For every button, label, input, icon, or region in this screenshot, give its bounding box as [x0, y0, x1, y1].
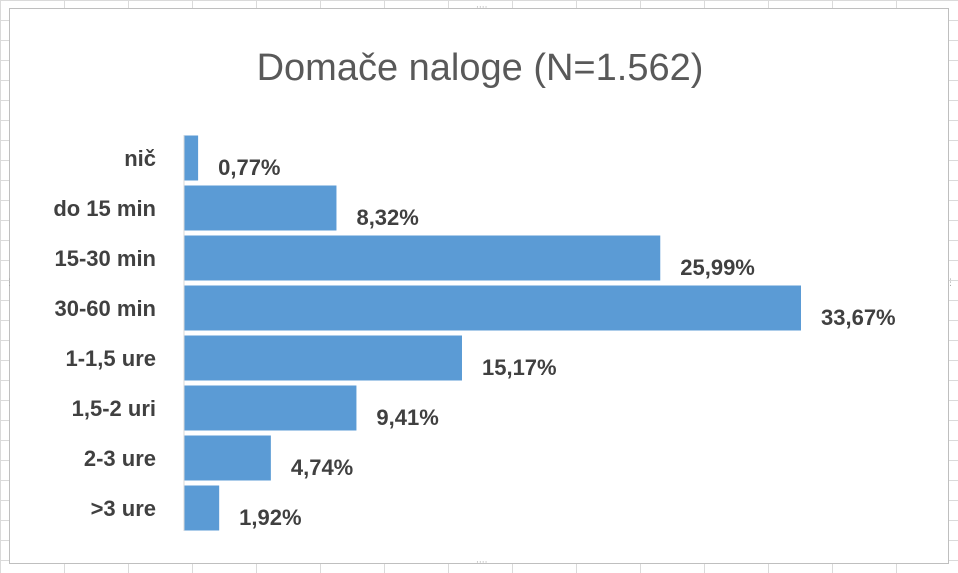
resize-handle-bottom[interactable]: ···· — [476, 558, 488, 568]
category-label-4: 1-1,5 ure — [66, 346, 157, 371]
bar-5[interactable] — [184, 385, 357, 431]
data-label-6: 4,74% — [291, 455, 353, 480]
bar-2[interactable] — [184, 235, 661, 281]
resize-handle-right[interactable]: ⋮ — [946, 278, 955, 288]
category-label-5: 1,5-2 uri — [72, 396, 156, 421]
category-label-1: do 15 min — [53, 196, 156, 221]
category-label-3: 30-60 min — [55, 296, 157, 321]
category-labels-group: nič do 15 min 15-30 min 30-60 min 1-1,5 ure 1… — [53, 146, 156, 521]
bar-chart-svg: nič do 15 min 15-30 min 30-60 min 1-1,5 ure 1… — [53, 135, 896, 531]
chart-title: Domače naloge (N=1.562) — [256, 47, 704, 89]
resize-handle-left[interactable]: ⋮ — [5, 278, 14, 288]
data-label-7: 1,92% — [239, 505, 301, 530]
bar-6[interactable] — [184, 435, 271, 481]
bar-4[interactable] — [184, 335, 462, 381]
data-label-3: 33,67% — [821, 305, 896, 330]
data-labels-group: 0,77% 8,32% 25,99% 33,67% 15,17% 9,41% 4,74% 1,… — [218, 155, 896, 530]
bars-group — [184, 135, 801, 531]
data-label-1: 8,32% — [356, 205, 418, 230]
data-label-0: 0,77% — [218, 155, 280, 180]
bar-0[interactable] — [184, 135, 199, 181]
bar-3[interactable] — [184, 285, 801, 331]
bar-7[interactable] — [184, 485, 220, 531]
resize-handle-top[interactable]: ···· — [476, 3, 488, 13]
data-label-5: 9,41% — [376, 405, 438, 430]
chart-area[interactable]: ···· ···· ⋮ ⋮ Domače naloge (N=1.562) ni… — [5, 4, 955, 568]
category-label-6: 2-3 ure — [84, 446, 156, 471]
category-label-7: >3 ure — [91, 496, 156, 521]
bar-1[interactable] — [184, 185, 337, 231]
data-label-2: 25,99% — [680, 255, 755, 280]
data-label-4: 15,17% — [482, 355, 557, 380]
category-label-0: nič — [124, 146, 156, 171]
category-label-2: 15-30 min — [55, 246, 157, 271]
